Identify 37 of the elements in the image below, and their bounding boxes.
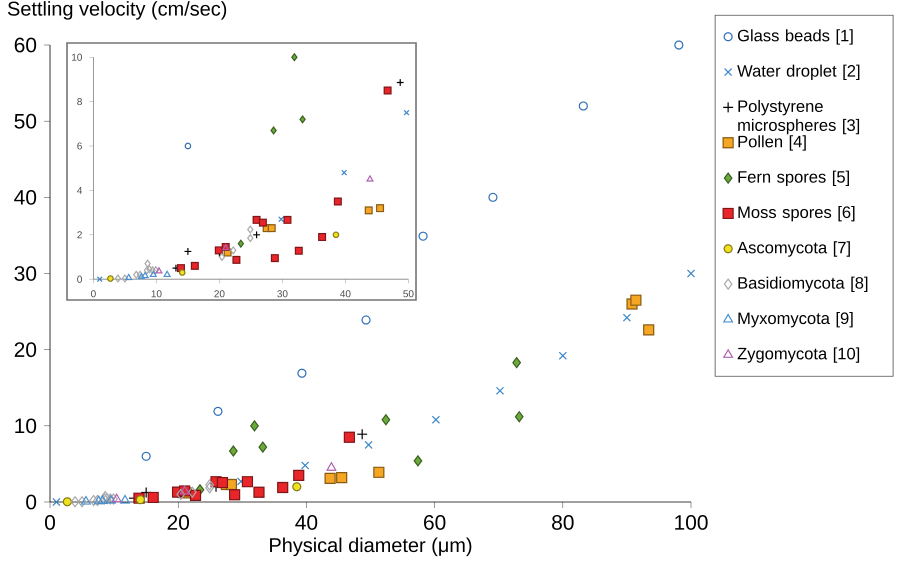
legend-label: Pollen [4] [738, 135, 806, 151]
x-tick-label: 40 [295, 515, 318, 530]
y-tick-label: 0 [77, 276, 82, 283]
legend-label: Zygomycota [10] [738, 347, 860, 363]
x-tick-label: 20 [214, 290, 225, 298]
y-tick-label: 4 [77, 186, 82, 194]
y-tick-label: 60 [14, 38, 36, 52]
legend-label: Ascomycota [7] [737, 241, 850, 257]
x-tick-label: 50 [403, 290, 414, 298]
y-tick-label: 10 [15, 418, 36, 434]
x-tick-label: 100 [675, 515, 708, 530]
y-tick-label: 10 [72, 54, 82, 61]
legend-label: Moss spores [6] [738, 206, 854, 222]
y-tick-label: 50 [14, 114, 36, 129]
x-tick-label: 20 [168, 515, 190, 530]
legend-label: Water droplet [2] [737, 64, 860, 80]
y-tick-label: 30 [14, 266, 36, 281]
y-tick-label: 8 [77, 98, 82, 106]
y-tick-label: 0 [26, 494, 36, 510]
x-axis-title: Physical diameter (μm) [270, 538, 472, 556]
y-axis-title: Settling velocity (cm/sec) [8, 1, 226, 20]
legend-label: Myxomycota [9] [738, 312, 853, 328]
legend-label: Polystyrene microspheres [3] [738, 100, 860, 134]
x-tick-label: 80 [552, 515, 574, 530]
x-tick-label: 10 [152, 290, 162, 298]
y-tick-label: 40 [14, 190, 36, 205]
legend-label: Glass beads [1] [738, 29, 853, 45]
x-tick-label: 60 [424, 515, 446, 530]
x-tick-label: 40 [340, 290, 351, 298]
y-tick-label: 20 [14, 342, 36, 358]
legend-label: Basidiomycota [8] [738, 276, 868, 292]
y-tick-label: 2 [77, 231, 82, 238]
y-tick-label: 6 [77, 142, 82, 150]
x-tick-label: 0 [91, 290, 96, 298]
x-tick-label: 30 [277, 290, 288, 298]
x-tick-label: 0 [45, 515, 56, 530]
legend-label: Fern spores [5] [738, 170, 849, 186]
